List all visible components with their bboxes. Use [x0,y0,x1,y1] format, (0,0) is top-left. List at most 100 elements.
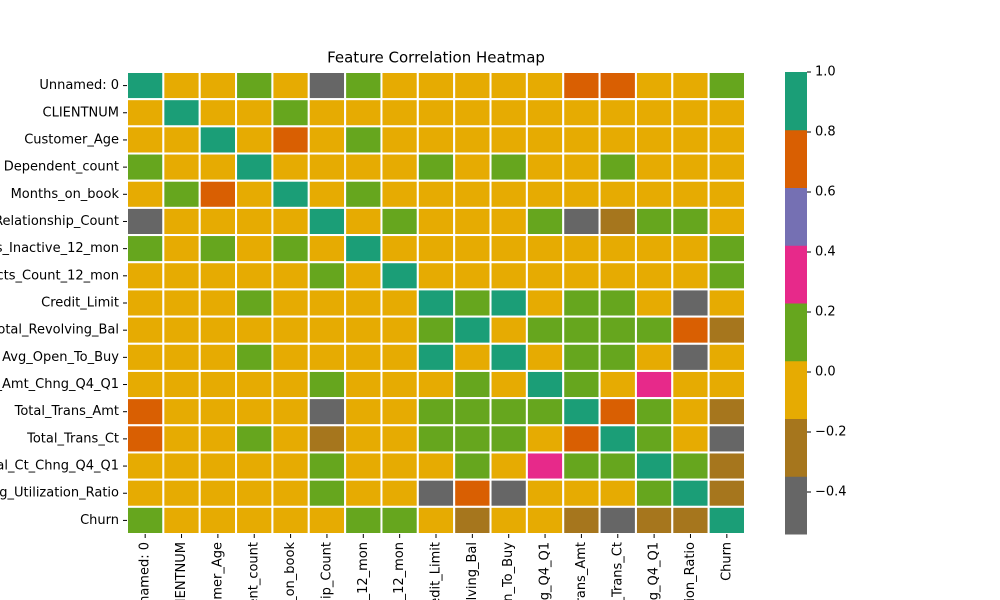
heatmap-cell [380,424,419,454]
heatmap-cell [126,152,165,182]
heatmap-cell [235,71,274,101]
heatmap-cell [707,505,746,535]
heatmap-cell [380,234,419,264]
heatmap-cell [235,342,274,372]
heatmap-cell [380,505,419,535]
heatmap-cell [344,152,383,182]
y-tick-label: CLIENTNUM [43,105,120,120]
heatmap-cell [634,125,674,155]
heatmap-cell [707,342,746,372]
heatmap-cell [162,125,201,155]
heatmap-cell [344,342,383,372]
heatmap-cell [525,451,565,481]
heatmap-cell [380,98,419,128]
heatmap-cell [562,288,601,318]
heatmap-cell [198,315,238,345]
heatmap-cell [162,424,201,454]
heatmap-cell [562,261,601,291]
heatmap-cell [707,125,746,155]
heatmap-cell [634,98,674,128]
y-tick-label: Total_Relationship_Count [0,214,119,229]
heatmap-cell [344,424,383,454]
heatmap-cell [671,179,710,209]
heatmap-cell [198,342,238,372]
heatmap-cell [198,125,238,155]
y-tick-label: Total_Revolving_Bal [0,323,119,338]
heatmap-cell [453,505,492,535]
heatmap-cell [416,288,456,318]
heatmap-cell [671,451,710,481]
heatmap-cell [162,505,201,535]
x-tick-label: Months_Inactive_12_mon [356,542,371,600]
heatmap-cell [198,451,238,481]
heatmap-cell [634,478,674,508]
heatmap-cell [671,369,710,400]
heatmap-cell [198,234,238,264]
heatmap-cell [671,424,710,454]
heatmap-cell [525,179,565,209]
heatmap-cell [344,315,383,345]
heatmap-cell [235,261,274,291]
heatmap-cell [671,397,710,427]
heatmap-cell [162,288,201,318]
heatmap-cell [416,206,456,237]
heatmap-cell [271,234,310,264]
heatmap-cell [235,424,274,454]
heatmap-cell [162,478,201,508]
heatmap-cell [598,261,637,291]
heatmap-cell [598,397,637,427]
heatmap-cell [634,261,674,291]
heatmap-cell [707,478,746,508]
heatmap-cell [380,342,419,372]
y-tick-label: Avg_Open_To_Buy [2,350,119,365]
heatmap-cell [162,397,201,427]
heatmap-cell [307,71,347,101]
heatmap-cell [671,342,710,372]
heatmap-cell [126,288,165,318]
heatmap-cell [634,505,674,535]
colorbar-segment [785,303,807,362]
x-tick-label: Total_Ct_Chng_Q4_Q1 [647,542,662,600]
heatmap-cell [416,261,456,291]
heatmap-cell [126,505,165,535]
heatmap-cell [598,206,637,237]
heatmap-cell [198,478,238,508]
heatmap-cell [307,206,347,237]
heatmap-cell [235,179,274,209]
heatmap-cell [198,288,238,318]
heatmap-cell [562,478,601,508]
heatmap-cell [416,234,456,264]
heatmap-cell [198,397,238,427]
chart-title: Feature Correlation Heatmap [327,49,545,67]
heatmap-cell [271,369,310,400]
heatmap-cell [380,478,419,508]
heatmap-cell [271,451,310,481]
colorbar-segment [785,72,807,131]
heatmap-cell [671,125,710,155]
heatmap-cell [380,315,419,345]
y-tick-label: Unnamed: 0 [39,78,119,93]
heatmap-cell [380,71,419,101]
heatmap-cell [598,315,637,345]
x-tick-label: Total_Trans_Ct [610,542,625,600]
heatmap-cell [307,478,347,508]
heatmap-cell [489,451,528,481]
heatmap-cell [198,152,238,182]
heatmap-cell [489,424,528,454]
heatmap-cell [380,152,419,182]
heatmap-cell [344,71,383,101]
heatmap-cell [562,424,601,454]
heatmap-cell [307,288,347,318]
heatmap-cell [307,125,347,155]
heatmap-cell [126,98,165,128]
heatmap-cell [126,369,165,400]
heatmap-cell [598,424,637,454]
heatmap-cell [271,125,310,155]
heatmap-cell [235,478,274,508]
heatmap-cell [562,505,601,535]
heatmap-cell [271,424,310,454]
heatmap-cell [307,505,347,535]
heatmap-cell [380,397,419,427]
heatmap-cell [525,505,565,535]
heatmap-cell [525,288,565,318]
